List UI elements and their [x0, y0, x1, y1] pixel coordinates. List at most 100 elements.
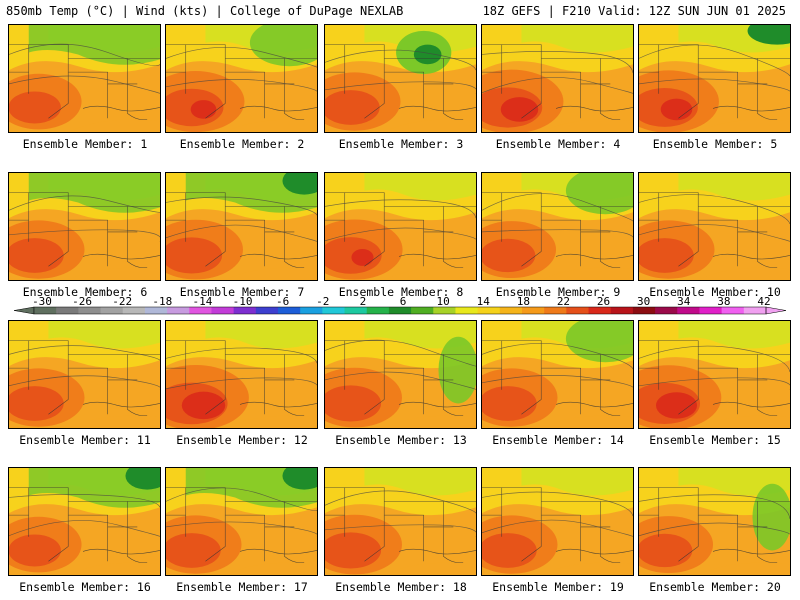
ensemble-member-label: Ensemble Member: 17	[176, 580, 308, 594]
state-boundaries	[9, 487, 160, 563]
temperature-map	[9, 173, 160, 280]
colorbar-tick-label: 34	[677, 297, 691, 308]
ensemble-member-label: Ensemble Member: 13	[335, 433, 467, 447]
colorbar-swatch	[300, 307, 323, 314]
colorbar-swatch	[455, 307, 479, 314]
temperature-map	[482, 321, 633, 428]
temperature-map	[482, 468, 633, 575]
ensemble-member-label: Ensemble Member: 16	[19, 580, 151, 594]
colorbar-tick-label: -30	[32, 297, 52, 308]
colorbar-tick-label: 2	[360, 297, 367, 308]
temperature-map	[639, 468, 790, 575]
ensemble-map-panel	[8, 172, 161, 281]
colorbar-tick-label: 10	[436, 297, 449, 308]
contour-lines	[482, 491, 633, 538]
state-boundaries	[639, 44, 790, 120]
temperature-map	[325, 173, 476, 280]
colorbar-swatch	[588, 307, 612, 314]
ensemble-map-panel	[638, 467, 791, 576]
temperature-map	[166, 25, 317, 132]
model-run-info: 18Z GEFS | F210 Valid: 12Z SUN JUN 01 20…	[482, 4, 786, 18]
colorbar-swatch	[388, 307, 412, 314]
ensemble-map-panel	[8, 320, 161, 429]
colorbar-swatch	[699, 307, 723, 314]
temperature-map	[166, 173, 317, 280]
state-boundaries	[639, 487, 790, 563]
ensemble-map-panel	[638, 24, 791, 133]
colorbar-swatch	[278, 307, 301, 314]
colorbar-tick-label: 18	[517, 297, 530, 308]
colorbar-swatch	[566, 307, 590, 314]
temperature-map	[639, 25, 790, 132]
colorbar-swatch	[366, 307, 390, 314]
temperature-map	[482, 25, 633, 132]
ensemble-member-label: Ensemble Member: 1	[22, 137, 148, 151]
state-boundaries	[482, 192, 633, 268]
state-boundaries	[639, 340, 790, 416]
ensemble-map-panel	[8, 467, 161, 576]
contour-lines	[639, 44, 790, 94]
state-boundaries	[325, 44, 476, 120]
colorbar-swatch	[721, 307, 745, 314]
temperature-map	[166, 321, 317, 428]
ensemble-map-panel	[165, 24, 318, 133]
colorbar-swatch	[433, 307, 456, 314]
chart-title: 850mb Temp (°C) | Wind (kts) | College o…	[6, 4, 404, 18]
colorbar-swatch	[56, 307, 79, 314]
contour-lines	[325, 199, 476, 242]
ensemble-map-panel	[481, 172, 634, 281]
contour-lines	[9, 43, 160, 95]
colorbar-swatch	[544, 307, 567, 314]
contour-lines	[325, 490, 476, 537]
ensemble-map-panel	[324, 320, 477, 429]
temperature-map	[9, 468, 160, 575]
temperature-map	[639, 321, 790, 428]
contour-lines	[9, 494, 160, 538]
contour-lines	[9, 195, 160, 242]
contour-lines	[166, 47, 317, 94]
colorbar-swatch	[677, 307, 700, 314]
colorbar-tick-label: -6	[276, 297, 289, 308]
contour-lines	[166, 196, 317, 243]
contour-lines	[325, 339, 476, 391]
ensemble-map-panel	[324, 172, 477, 281]
contour-lines	[166, 347, 317, 390]
colorbar-tick-label: -2	[316, 297, 329, 308]
colorbar-swatch	[632, 307, 656, 314]
state-boundaries	[639, 192, 790, 268]
ensemble-map-panel	[638, 172, 791, 281]
ensemble-map-panel	[8, 24, 161, 133]
colorbar-tick-label: 14	[477, 297, 491, 308]
colorbar-swatch	[211, 307, 235, 314]
contour-lines	[639, 194, 790, 243]
colorbar-tick-label: -10	[233, 297, 253, 308]
colorbar-swatch	[100, 307, 124, 314]
temperature-map	[325, 25, 476, 132]
colorbar-tick-label: -22	[112, 297, 132, 308]
state-boundaries	[166, 192, 317, 268]
ensemble-member-label: Ensemble Member: 19	[492, 580, 624, 594]
colorbar-swatch	[167, 307, 190, 314]
ensemble-map-panel	[165, 467, 318, 576]
state-boundaries	[9, 44, 160, 120]
ensemble-member-label: Ensemble Member: 3	[338, 137, 464, 151]
colorbar-swatch	[34, 307, 57, 314]
temperature-map	[9, 25, 160, 132]
colorbar-swatch	[122, 307, 146, 314]
state-boundaries	[482, 487, 633, 563]
ensemble-map-panel	[481, 24, 634, 133]
ensemble-member-label: Ensemble Member: 10	[649, 285, 781, 299]
state-boundaries	[482, 44, 633, 120]
contour-lines	[482, 343, 633, 390]
temperature-colorbar: -30 -26 -22 -18 -14 -10 -6 -2 2 6 10 14 18 22 26 30 34 38…	[0, 297, 800, 319]
state-boundaries	[325, 192, 476, 268]
colorbar-swatch	[144, 307, 168, 314]
state-boundaries	[166, 487, 317, 563]
colorbar-right-arrow	[765, 306, 787, 315]
ensemble-map-panel	[165, 320, 318, 429]
colorbar-swatch	[233, 307, 257, 314]
colorbar-tick-label: 22	[557, 297, 570, 308]
colorbar-swatch	[499, 307, 523, 314]
contour-lines	[9, 345, 160, 390]
colorbar-swatch	[522, 307, 545, 314]
